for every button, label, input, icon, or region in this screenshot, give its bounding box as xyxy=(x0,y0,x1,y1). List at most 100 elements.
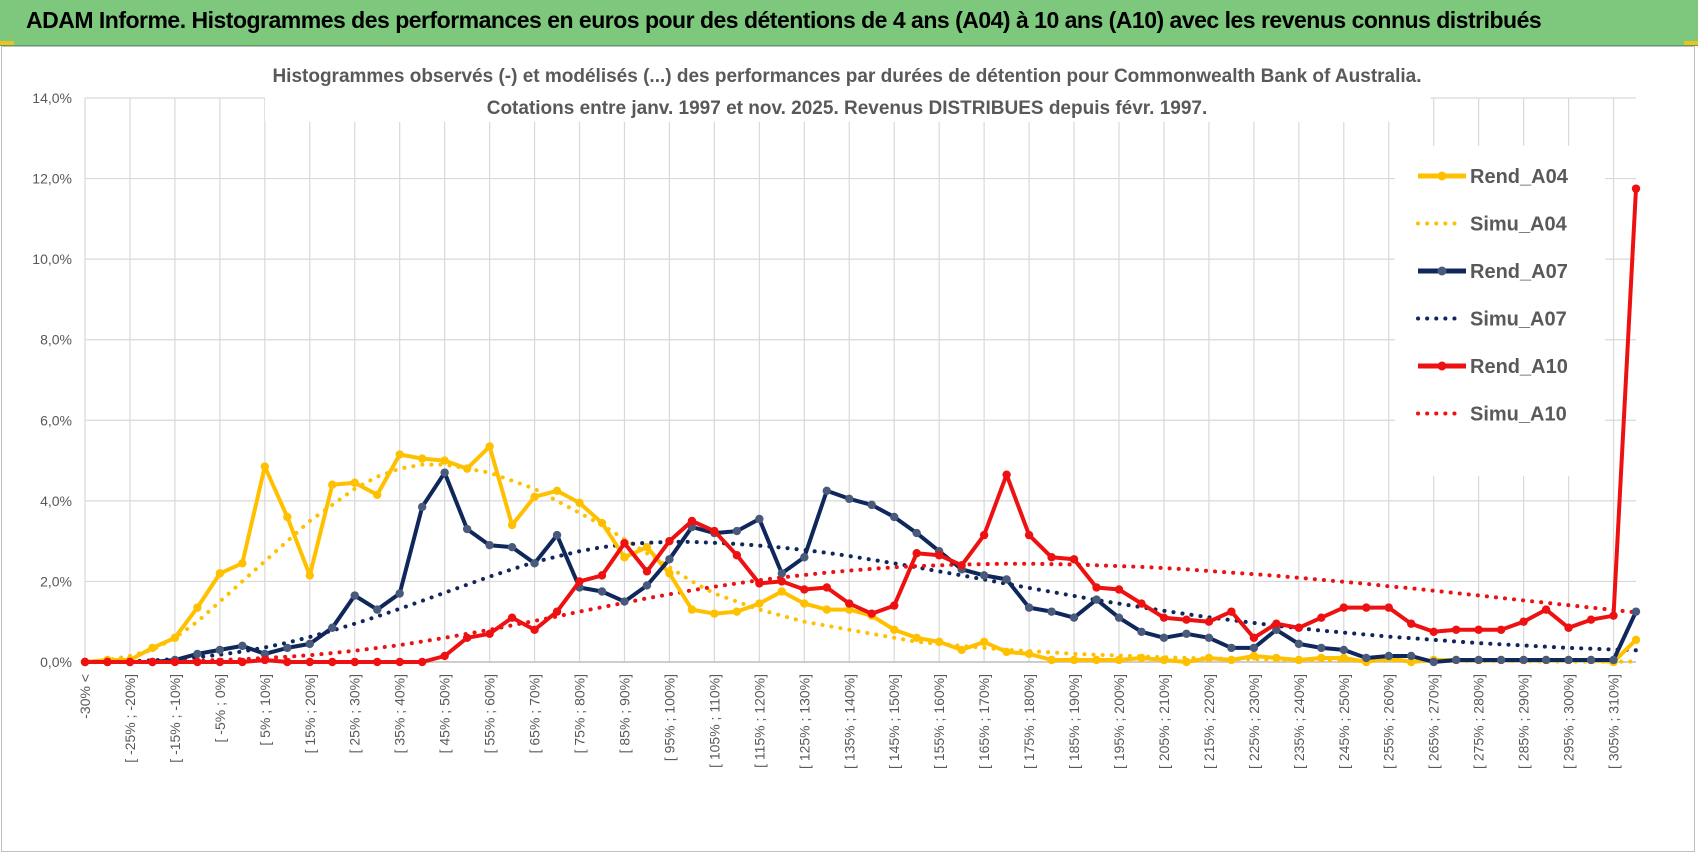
data-point xyxy=(1631,184,1641,193)
data-point xyxy=(800,553,809,562)
data-point xyxy=(822,583,831,592)
data-point xyxy=(1631,607,1641,616)
data-point xyxy=(867,500,876,510)
data-point xyxy=(485,442,494,451)
data-point xyxy=(597,571,607,580)
legend-label: Rend_A10 xyxy=(1470,356,1568,378)
data-point xyxy=(665,569,674,578)
data-point xyxy=(552,607,562,616)
x-tick-label: [ 135% ; 140%] xyxy=(841,674,857,769)
data-point xyxy=(417,657,427,667)
data-point xyxy=(530,492,539,502)
data-point xyxy=(1272,653,1281,663)
data-point xyxy=(597,587,607,596)
data-point xyxy=(1609,655,1618,665)
data-point xyxy=(867,609,876,618)
data-point xyxy=(1339,603,1348,612)
legend: Rend_A04 Simu_A04 Rend_A07 Simu_A07 Rend_A10… xyxy=(1395,146,1605,476)
x-tick-label: [ 145% ; 150%] xyxy=(886,674,902,769)
data-point xyxy=(890,512,899,522)
data-point xyxy=(957,561,966,570)
y-tick-label: 6,0% xyxy=(40,412,72,428)
data-point xyxy=(440,468,449,477)
data-point xyxy=(642,581,652,590)
chart-title-line-1: Histogrammes observés (-) et modélisés (… xyxy=(272,66,1421,87)
data-point xyxy=(732,551,742,560)
data-point xyxy=(373,657,382,667)
series-line xyxy=(85,188,1638,664)
y-tick-label: 10,0% xyxy=(32,251,72,267)
series-line xyxy=(85,470,1638,664)
x-tick-label: [ 125% ; 130%] xyxy=(796,674,812,769)
data-point xyxy=(1047,553,1056,562)
data-point xyxy=(642,542,652,552)
data-point xyxy=(822,605,831,614)
data-point xyxy=(1069,613,1079,622)
data-point xyxy=(979,571,989,580)
series-rend-a07 xyxy=(80,468,1641,667)
data-point xyxy=(1137,627,1146,636)
data-point xyxy=(777,569,787,578)
data-point xyxy=(1204,633,1214,643)
data-point xyxy=(193,649,202,659)
legend-marker xyxy=(1437,361,1447,371)
data-point xyxy=(238,641,247,651)
chart-title-line-2: Cotations entre janv. 1997 et nov. 2025.… xyxy=(487,98,1208,119)
data-point xyxy=(575,498,584,508)
x-tick-label: [ -25% ; -20%] xyxy=(122,674,138,763)
x-tick-label: [ 195% ; 200%] xyxy=(1111,674,1127,769)
series-rend-a04 xyxy=(80,442,1641,667)
x-tick-label: [ 35% ; 40%] xyxy=(392,674,408,753)
x-tick-label: [ 225% ; 230%] xyxy=(1246,674,1262,769)
data-point xyxy=(1496,625,1506,634)
x-tick-label: [ -5% ; 0%] xyxy=(212,674,228,742)
x-tick-label: [ 185% ; 190%] xyxy=(1066,674,1082,769)
legend-label: Rend_A07 xyxy=(1470,261,1568,283)
data-point xyxy=(665,536,674,546)
page-title: ADAM Informe. Histogrammes des performan… xyxy=(26,7,1542,33)
y-tick-label: 4,0% xyxy=(40,493,72,509)
x-tick-label: [ 65% ; 70%] xyxy=(527,674,543,753)
x-tick-label: [ 95% ; 100%] xyxy=(661,674,677,761)
data-point xyxy=(890,601,899,610)
grid xyxy=(84,97,1636,663)
series-simu-a10 xyxy=(83,561,1638,664)
data-point xyxy=(1474,625,1483,634)
data-point xyxy=(125,657,135,667)
x-tick-label: [ 215% ; 220%] xyxy=(1201,674,1217,769)
data-point xyxy=(755,514,764,524)
data-point xyxy=(1564,655,1573,665)
data-point xyxy=(912,528,921,538)
x-tick-label: [ 45% ; 50%] xyxy=(437,674,453,753)
data-point xyxy=(1339,653,1348,663)
data-point xyxy=(1182,615,1191,624)
data-point xyxy=(215,569,225,578)
data-point xyxy=(507,613,517,622)
data-point xyxy=(552,486,562,495)
data-point xyxy=(777,577,787,586)
x-tick-label: [ 235% ; 240%] xyxy=(1291,674,1307,769)
data-point xyxy=(1204,617,1214,626)
data-point xyxy=(642,567,652,576)
x-tick-label: [ 165% ; 170%] xyxy=(976,674,992,769)
data-point xyxy=(80,657,90,667)
data-point xyxy=(485,540,494,550)
data-point xyxy=(1541,655,1551,665)
data-point xyxy=(1429,627,1438,636)
data-point xyxy=(1137,653,1146,663)
data-point xyxy=(1362,603,1371,612)
y-tick-label: 8,0% xyxy=(40,332,72,348)
x-tick-label: [ 55% ; 60%] xyxy=(482,674,498,753)
data-point xyxy=(1496,655,1506,665)
data-point xyxy=(507,542,517,552)
data-point xyxy=(1474,655,1483,665)
x-tick-label: [ 115% ; 120%] xyxy=(751,674,767,768)
data-point xyxy=(328,657,337,667)
data-point xyxy=(1407,651,1416,661)
x-tick-label: [ 155% ; 160%] xyxy=(931,674,947,769)
data-point xyxy=(620,597,629,606)
data-point xyxy=(1519,655,1528,665)
x-tick-label: [ 275% ; 280%] xyxy=(1471,674,1487,769)
data-point xyxy=(305,639,314,649)
data-point xyxy=(462,464,472,473)
